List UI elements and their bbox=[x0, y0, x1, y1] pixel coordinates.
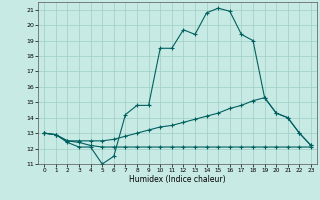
X-axis label: Humidex (Indice chaleur): Humidex (Indice chaleur) bbox=[129, 175, 226, 184]
